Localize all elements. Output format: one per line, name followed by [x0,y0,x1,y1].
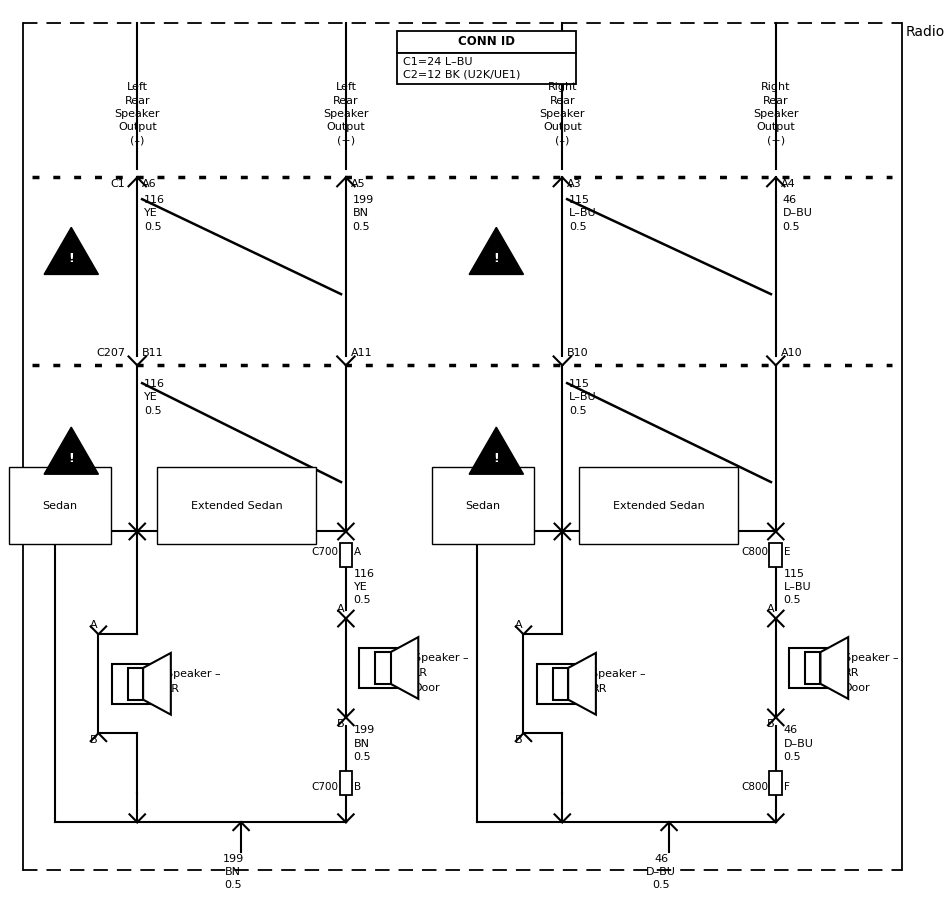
Text: Speaker –: Speaker – [414,653,468,663]
Text: C700: C700 [312,781,338,792]
Text: Right
Rear
Speaker
Output
(+): Right Rear Speaker Output (+) [753,83,799,145]
Polygon shape [469,428,523,474]
Text: LR: LR [414,668,428,678]
Text: Door: Door [844,683,870,693]
Text: 115
L–BU
0.5: 115 L–BU 0.5 [569,195,597,231]
Text: B: B [337,719,345,729]
Text: CONN ID: CONN ID [458,35,515,49]
Text: B: B [768,719,775,729]
Text: Speaker –: Speaker – [844,653,899,663]
Bar [770,544,782,567]
Text: E: E [784,547,790,557]
Text: C207: C207 [97,347,125,357]
Text: C1: C1 [111,179,125,189]
Text: Left
Rear
Speaker
Output
(–): Left Rear Speaker Output (–) [115,83,160,145]
Text: 46
D–BU
0.5: 46 D–BU 0.5 [784,725,813,761]
Bar [553,668,568,699]
Text: C700: C700 [312,547,338,557]
Polygon shape [44,428,99,474]
Text: Right
Rear
Speaker
Output
(–): Right Rear Speaker Output (–) [540,83,585,145]
Bar [537,664,583,704]
Text: B11: B11 [142,347,163,357]
Text: !: ! [493,452,499,465]
Text: RR: RR [592,684,607,694]
Polygon shape [390,637,418,698]
Bar [770,770,782,795]
Text: 116
YE
0.5: 116 YE 0.5 [144,195,165,231]
Text: Sedan: Sedan [466,500,501,511]
Text: !: ! [493,252,499,266]
Polygon shape [143,652,171,715]
Text: F: F [784,781,789,792]
Text: 199
BN
0.5: 199 BN 0.5 [222,854,244,890]
Text: LR: LR [166,684,180,694]
Text: !: ! [68,452,74,465]
Text: A: A [768,604,775,614]
Bar [112,664,159,704]
Text: 115
L–BU
0.5: 115 L–BU 0.5 [784,569,811,606]
Bar [789,648,836,688]
Text: A: A [515,619,523,629]
Text: 199
BN
0.5: 199 BN 0.5 [353,725,375,761]
Bar [339,770,352,795]
Text: B: B [353,781,361,792]
Text: A: A [89,619,98,629]
Text: B: B [89,735,98,745]
Text: Door: Door [414,683,441,693]
Bar [359,648,406,688]
Bar [339,544,352,567]
Text: B10: B10 [567,347,589,357]
Bar [397,53,577,85]
Text: Extended Sedan: Extended Sedan [191,500,282,511]
Text: A4: A4 [781,179,795,189]
Text: B: B [515,735,523,745]
Polygon shape [821,637,848,698]
Bar [127,668,143,699]
Text: Speaker –: Speaker – [592,669,646,679]
Text: Sedan: Sedan [42,500,77,511]
Text: A: A [337,604,345,614]
Text: C1=24 L–BU
C2=12 BK (U2K/UE1): C1=24 L–BU C2=12 BK (U2K/UE1) [403,57,520,80]
Text: A3: A3 [567,179,581,189]
Text: 199
BN
0.5: 199 BN 0.5 [352,195,374,231]
Bar [805,652,821,684]
Text: 46
D–BU
0.5: 46 D–BU 0.5 [783,195,812,231]
Text: A10: A10 [781,347,803,357]
Text: 116
YE
0.5: 116 YE 0.5 [144,379,165,416]
Text: 116
YE
0.5: 116 YE 0.5 [353,569,374,606]
Text: A6: A6 [142,179,157,189]
Text: Left
Rear
Speaker
Output
(+): Left Rear Speaker Output (+) [323,83,369,145]
Polygon shape [44,228,99,274]
Bar [397,32,577,53]
Text: C800: C800 [741,547,768,557]
Text: Extended Sedan: Extended Sedan [613,500,705,511]
Text: Speaker –: Speaker – [166,669,221,679]
Text: !: ! [68,252,74,266]
Text: A: A [353,547,361,557]
Text: 46
D–BU
0.5: 46 D–BU 0.5 [646,854,676,890]
Text: RR: RR [844,668,859,678]
Bar [375,652,390,684]
Polygon shape [469,228,523,274]
Text: A5: A5 [351,179,366,189]
Polygon shape [568,652,596,715]
Text: Radio: Radio [906,25,945,39]
Text: A11: A11 [351,347,372,357]
Text: 115
L–BU
0.5: 115 L–BU 0.5 [569,379,597,416]
Text: C800: C800 [741,781,768,792]
